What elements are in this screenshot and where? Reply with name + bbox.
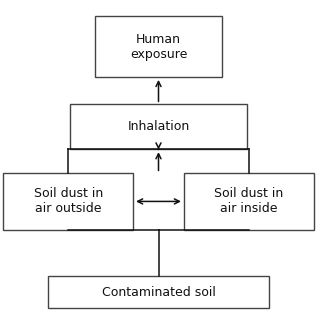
FancyBboxPatch shape — [95, 16, 222, 77]
Text: Inhalation: Inhalation — [127, 120, 190, 133]
Text: Contaminated soil: Contaminated soil — [101, 286, 216, 299]
FancyBboxPatch shape — [70, 104, 247, 149]
FancyBboxPatch shape — [48, 276, 269, 308]
Text: Human
exposure: Human exposure — [130, 32, 187, 61]
Text: Soil dust in
air inside: Soil dust in air inside — [214, 187, 283, 215]
FancyBboxPatch shape — [184, 173, 314, 230]
FancyBboxPatch shape — [3, 173, 133, 230]
Text: Soil dust in
air outside: Soil dust in air outside — [34, 187, 103, 215]
